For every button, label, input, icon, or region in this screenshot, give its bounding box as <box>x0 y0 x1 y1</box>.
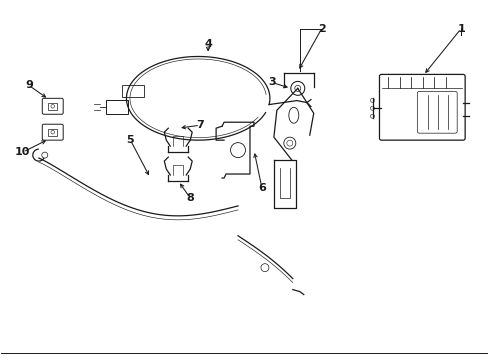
FancyBboxPatch shape <box>416 91 456 133</box>
Text: 8: 8 <box>186 193 194 203</box>
Text: 1: 1 <box>456 24 464 33</box>
Circle shape <box>370 98 374 102</box>
Circle shape <box>230 143 245 158</box>
Text: 10: 10 <box>15 147 30 157</box>
Text: 9: 9 <box>25 80 33 90</box>
Bar <box>48 129 57 136</box>
Text: 3: 3 <box>267 77 275 87</box>
Text: 2: 2 <box>317 24 325 33</box>
FancyBboxPatch shape <box>42 98 63 114</box>
FancyBboxPatch shape <box>379 75 464 140</box>
Circle shape <box>51 130 55 134</box>
Circle shape <box>283 137 295 149</box>
Ellipse shape <box>288 107 298 123</box>
Text: 6: 6 <box>258 183 265 193</box>
Circle shape <box>41 152 48 158</box>
Circle shape <box>286 140 292 146</box>
Text: 7: 7 <box>196 120 203 130</box>
Bar <box>106 100 128 114</box>
Circle shape <box>294 85 300 91</box>
Circle shape <box>370 114 374 118</box>
Circle shape <box>370 106 374 110</box>
Text: 4: 4 <box>204 39 212 49</box>
Circle shape <box>261 264 268 272</box>
Bar <box>122 85 144 97</box>
Text: 5: 5 <box>126 135 134 145</box>
Circle shape <box>290 81 304 95</box>
FancyBboxPatch shape <box>42 124 63 140</box>
Bar <box>48 103 57 110</box>
Circle shape <box>51 104 55 108</box>
